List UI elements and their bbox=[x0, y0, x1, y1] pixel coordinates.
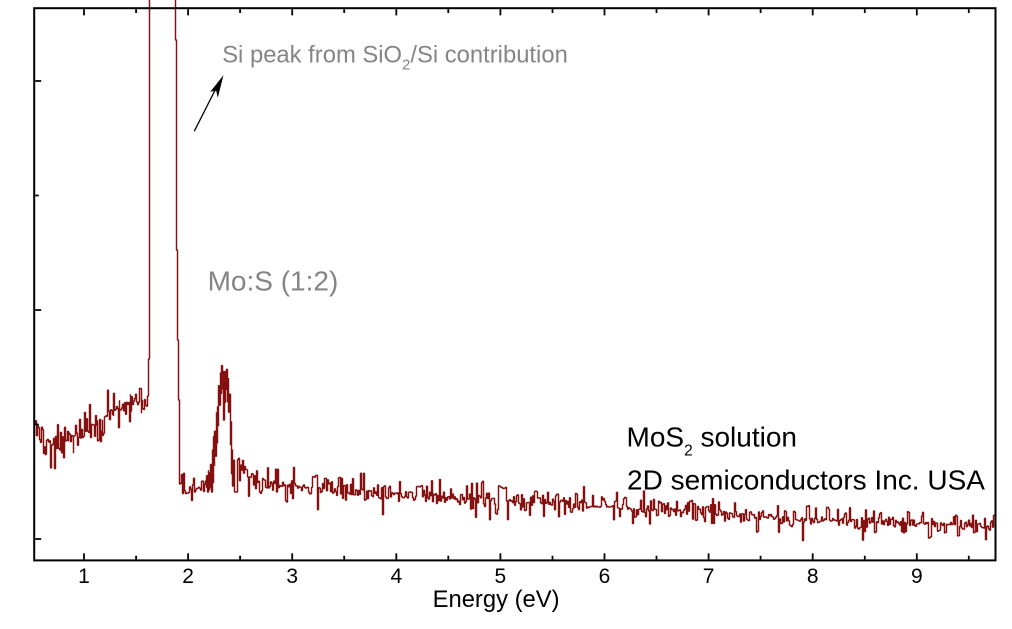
svg-text:Si peak from SiO2/Si contribut: Si peak from SiO2/Si contribution bbox=[222, 42, 568, 74]
svg-text:6: 6 bbox=[599, 565, 611, 588]
svg-text:9: 9 bbox=[911, 565, 923, 588]
svg-text:3: 3 bbox=[286, 565, 298, 588]
svg-text:4: 4 bbox=[390, 565, 402, 588]
svg-text:7: 7 bbox=[703, 565, 715, 588]
svg-text:Energy (eV): Energy (eV) bbox=[433, 586, 560, 613]
svg-text:2: 2 bbox=[182, 565, 194, 588]
svg-text:2D semiconductors Inc. USA: 2D semiconductors Inc. USA bbox=[627, 465, 985, 496]
svg-text:Mo:S (1:2): Mo:S (1:2) bbox=[208, 266, 339, 297]
svg-text:1: 1 bbox=[78, 565, 90, 588]
svg-text:8: 8 bbox=[807, 565, 819, 588]
svg-text:5: 5 bbox=[495, 565, 507, 588]
